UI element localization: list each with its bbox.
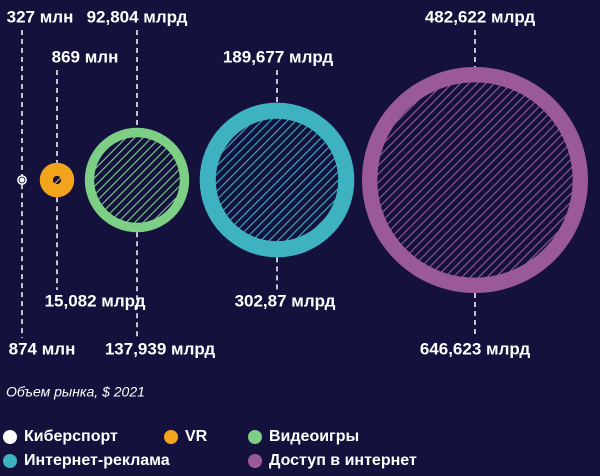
outer-value-label: 646,623 млрд: [420, 339, 531, 358]
legend-label: VR: [185, 428, 208, 445]
inner-value-label: 327 млн: [7, 7, 74, 26]
outer-value-label: 302,87 млрд: [235, 291, 336, 310]
note: Объем рынка, $ 2021: [6, 384, 145, 400]
legend-label: Интернет-реклама: [24, 452, 170, 469]
inner-circle: [19, 177, 25, 183]
outer-value-label: 137,939 млрд: [105, 339, 216, 358]
legend-marker: [248, 454, 262, 468]
legend-marker: [248, 430, 262, 444]
legend-marker: [3, 454, 17, 468]
inner-circle: [94, 137, 180, 223]
inner-value-label: 869 млн: [52, 47, 119, 66]
inner-circle: [52, 175, 62, 185]
inner-value-label: 189,677 млрд: [223, 47, 334, 66]
inner-circle: [377, 82, 573, 278]
outer-value-label: 15,082 млрд: [45, 291, 146, 310]
legend-label: Киберспорт: [24, 428, 118, 445]
outer-value-label: 874 млн: [9, 339, 76, 358]
inner-circle: [215, 118, 339, 242]
legend-label: Видеоигры: [269, 428, 359, 445]
legend-marker: [164, 430, 178, 444]
inner-value-label: 482,622 млрд: [425, 7, 536, 26]
inner-value-label: 92,804 млрд: [87, 7, 188, 26]
legend-marker: [3, 430, 17, 444]
legend-label: Доступ в интернет: [269, 452, 417, 469]
